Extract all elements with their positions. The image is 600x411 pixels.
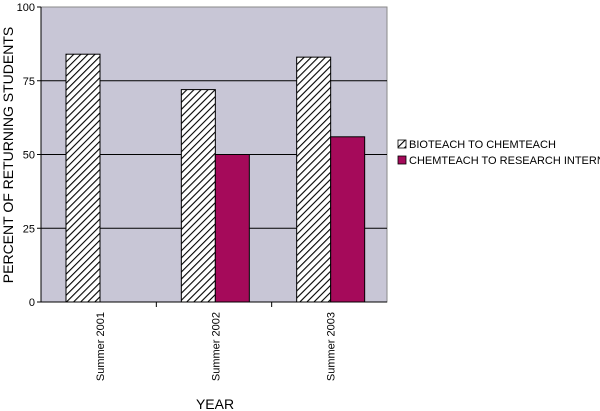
x-axis-title: YEAR — [196, 396, 234, 411]
y-tick-label: 0 — [29, 297, 35, 309]
legend-swatch-bioteach — [397, 139, 407, 149]
x-tick-label: Summer 2002 — [210, 312, 222, 381]
x-tick-label: Summer 2003 — [326, 312, 338, 381]
y-tick-label: 75 — [23, 76, 35, 88]
bar-chemteach-to-research-intern — [330, 136, 366, 303]
y-axis-title: PERCENT OF RETURNING STUDENTS — [0, 27, 16, 283]
y-tick-label: 50 — [23, 150, 35, 162]
legend: BIOTEACH TO CHEMTEACH CHEMTEACH TO RESEA… — [397, 139, 600, 167]
legend-swatch-chemteach — [397, 155, 407, 165]
x-tick-label: Summer 2001 — [95, 312, 107, 381]
x-tick-labels: Summer 2001 Summer 2002 Summer 2003 — [95, 302, 338, 381]
y-tick-label: 100 — [17, 2, 35, 14]
bar-bioteach-to-chemteach — [296, 56, 332, 303]
bar-chemteach-to-research-intern — [214, 154, 250, 303]
bar-bioteach-to-chemteach — [65, 53, 101, 303]
y-tick-labels: 0 25 50 75 100 — [17, 2, 41, 309]
bars — [65, 53, 366, 303]
legend-label-chemteach: CHEMTEACH TO RESEARCH INTERN — [409, 155, 600, 167]
y-tick-label: 25 — [23, 223, 35, 235]
legend-label-bioteach: BIOTEACH TO CHEMTEACH — [409, 139, 556, 151]
bar-bioteach-to-chemteach — [180, 89, 216, 303]
